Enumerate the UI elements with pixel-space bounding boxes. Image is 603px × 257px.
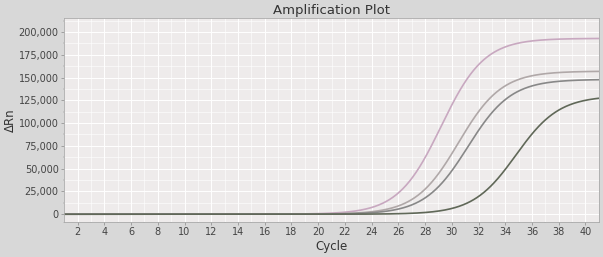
X-axis label: Cycle: Cycle: [315, 240, 348, 253]
Y-axis label: ΔRn: ΔRn: [4, 108, 17, 132]
Title: Amplification Plot: Amplification Plot: [273, 4, 390, 17]
